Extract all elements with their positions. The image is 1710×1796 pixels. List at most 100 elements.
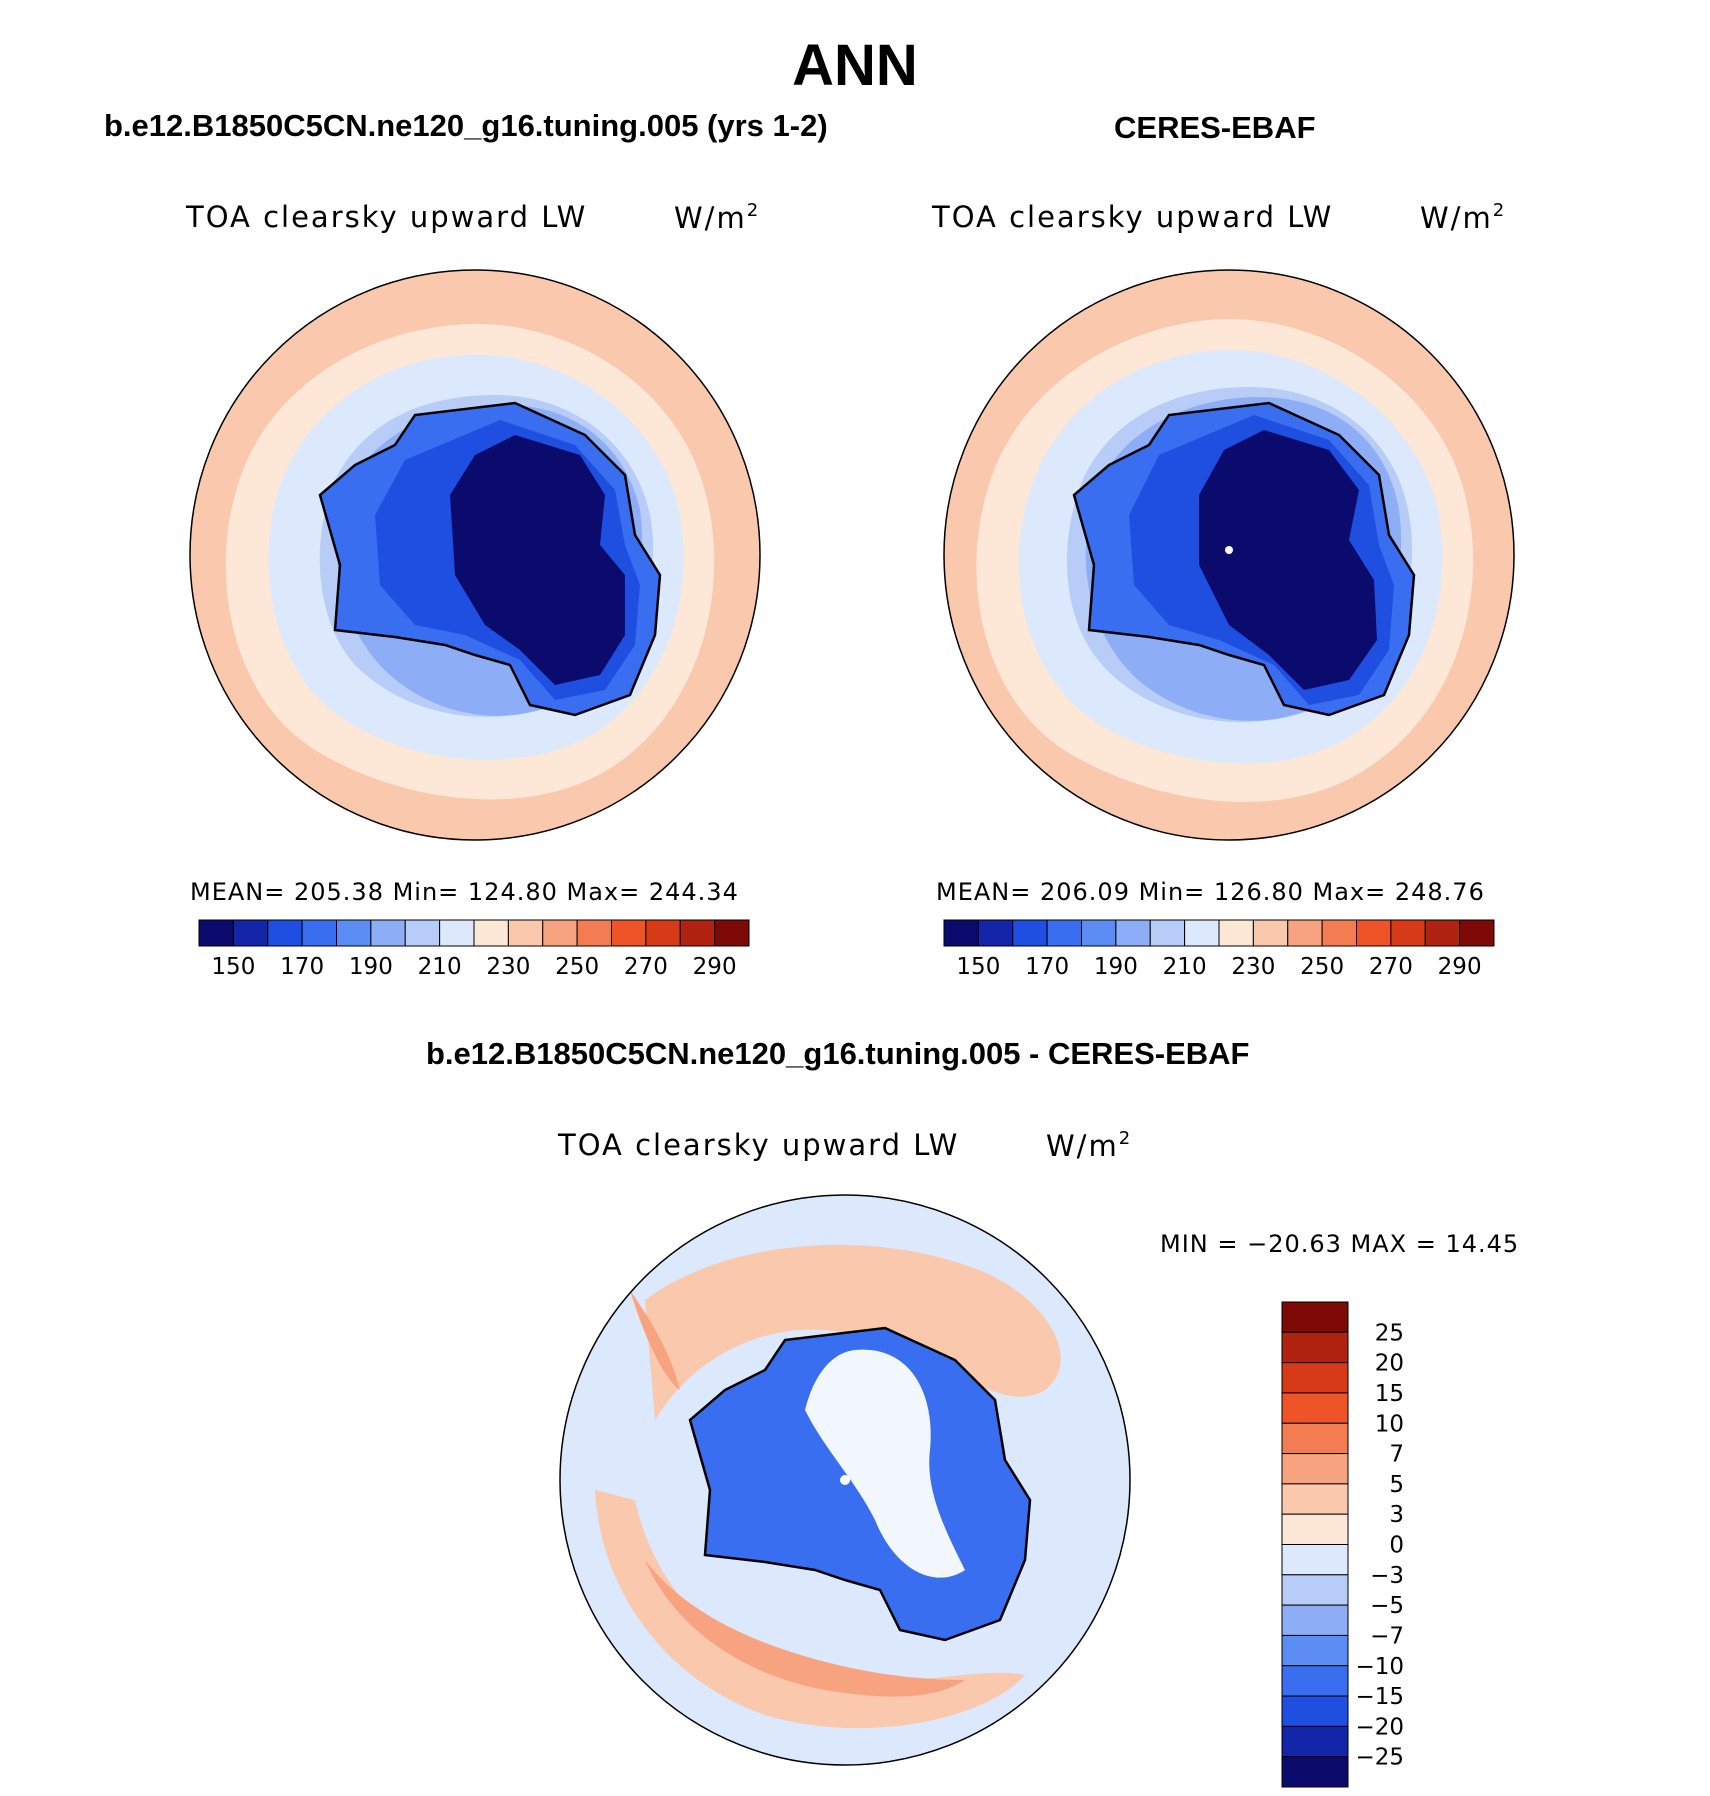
plateau-core: [450, 435, 625, 685]
panel2-colorbar-box: [1356, 919, 1392, 947]
panel1-colorbar-box: [404, 919, 441, 947]
panel2-variable: TOA clearsky upward LW: [932, 200, 1334, 234]
panel1-colorbar-box: [198, 919, 234, 947]
panel2-colorbar-tick-label: 210: [1163, 954, 1207, 980]
panel1-colorbar-box: [542, 919, 578, 947]
panel1-colorbar-box: [370, 919, 406, 947]
panel2-units: W/m2: [1420, 200, 1507, 235]
panel2-colorbar-box: [1390, 919, 1426, 947]
pole-marker: [1225, 546, 1233, 554]
diff-colorbar-tick-label: 25: [1375, 1320, 1404, 1346]
panel1-stats: MEAN= 205.38 Min= 124.80 Max= 244.34: [190, 878, 739, 906]
diff-colorbar: 25 20 15 10 7 5 3 0 −3 −5 −7 −10 −15 −20 −25: [1281, 1301, 1404, 1788]
diff-colorbar-tick-label: −20: [1355, 1714, 1404, 1740]
panel1-colorbar-box: [473, 919, 509, 947]
panel1-colorbar-box: [232, 919, 269, 947]
diff-hot-south: [645, 1560, 965, 1697]
diff-colorbar-box: [1281, 1604, 1349, 1636]
diff-colorbar-box: [1281, 1756, 1349, 1788]
panel2-colorbar-tick-label: 150: [956, 954, 1000, 980]
panel1-colorbar-tick-label: 170: [280, 954, 324, 980]
panel2-colorbar-box: [1321, 919, 1357, 947]
panel1-colorbar-box: [611, 919, 647, 947]
panel1-colorbar-tick-label: 190: [349, 954, 393, 980]
diff-colorbar-tick-label: 10: [1375, 1411, 1404, 1437]
panel1-colorbar-box: [576, 919, 612, 947]
panel2-colorbar-box: [1184, 919, 1220, 947]
map-boundary: [559, 1194, 1131, 1766]
diff-stats: MIN = −20.63 MAX = 14.45: [1160, 1230, 1520, 1258]
panel2-colorbar-box: [1459, 919, 1495, 947]
diff-colorbar-box: [1281, 1695, 1349, 1727]
figure-title: ANN: [792, 33, 918, 98]
panel2-colorbar-box: [1252, 919, 1289, 947]
panel2-colorbar-box: [1012, 919, 1048, 947]
diff-colorbar-box: [1281, 1574, 1349, 1606]
diff-colorbar-box: [1281, 1634, 1349, 1667]
panel2-colorbar-box: [1081, 919, 1117, 947]
diff-colorbar-box: [1281, 1544, 1349, 1576]
panel2-colorbar-box: [1218, 919, 1254, 947]
panel2-colorbar-box: [1046, 919, 1082, 947]
diff-colorbar-tick-label: 5: [1389, 1472, 1404, 1498]
panel1-colorbar-tick-label: 290: [693, 954, 737, 980]
pole-marker: [840, 1475, 850, 1485]
diff-colorbar-tick-label: −7: [1370, 1623, 1404, 1649]
panel2-colorbar-box: [943, 919, 979, 947]
diff-colorbar-tick-label: −3: [1370, 1563, 1404, 1589]
panel2-colorbar-box: [977, 919, 1014, 947]
panel1-colorbar-box: [336, 919, 372, 947]
panel2-colorbar-box: [1287, 919, 1323, 947]
plateau-core: [1199, 430, 1377, 690]
panel2-case-title: CERES-EBAF: [1114, 110, 1316, 145]
panel1-colorbar-tick-label: 150: [211, 954, 255, 980]
panel1-colorbar-box: [507, 919, 544, 947]
diff-polar-map: [559, 1194, 1131, 1766]
diff-colorbar-tick-label: −5: [1370, 1593, 1404, 1619]
panel2-polar-map: [943, 269, 1515, 841]
panel2-colorbar-tick-label: 170: [1025, 954, 1069, 980]
panel1-colorbar: 150 170 190 210 230 250 270 290: [198, 919, 750, 980]
panel2-stats: MEAN= 206.09 Min= 126.80 Max= 248.76: [936, 878, 1485, 906]
diff-colorbar-box: [1281, 1301, 1349, 1333]
panel1-colorbar-box: [679, 919, 716, 947]
panel2-colorbar-box: [1149, 919, 1186, 947]
panel2-colorbar-tick-label: 190: [1094, 954, 1138, 980]
diff-colorbar-tick-label: 7: [1389, 1442, 1404, 1468]
panel1-colorbar-box: [267, 919, 303, 947]
diff-units: W/m2: [1046, 1128, 1133, 1163]
panel2-colorbar-box: [1115, 919, 1151, 947]
diff-colorbar-box: [1281, 1725, 1349, 1758]
diff-colorbar-tick-label: −25: [1355, 1745, 1404, 1771]
panel1-colorbar-box: [714, 919, 750, 947]
panel1-colorbar-box: [645, 919, 681, 947]
diff-case-title: b.e12.B1850C5CN.ne120_g16.tuning.005 - C…: [426, 1036, 1250, 1071]
diff-warm-south: [595, 1490, 1025, 1729]
diff-variable: TOA clearsky upward LW: [558, 1128, 960, 1162]
panel2-colorbar-tick-label: 270: [1369, 954, 1413, 980]
map-boundary: [189, 269, 761, 841]
diff-colorbar-tick-label: 20: [1375, 1351, 1404, 1377]
panel1-colorbar-tick-label: 230: [486, 954, 530, 980]
panel1-colorbar-box: [439, 919, 475, 947]
diff-hot-west: [630, 1290, 680, 1390]
diff-colorbar-tick-label: 3: [1389, 1502, 1404, 1528]
panel2-colorbar-tick-label: 230: [1231, 954, 1275, 980]
panel2-colorbar-box: [1424, 919, 1461, 947]
panel1-colorbar-tick-label: 270: [624, 954, 668, 980]
diff-colorbar-box: [1281, 1362, 1349, 1394]
panel1-colorbar-box: [301, 919, 337, 947]
diff-colorbar-tick-label: 15: [1375, 1381, 1404, 1407]
diff-colorbar-box: [1281, 1422, 1349, 1455]
panel1-polar-map: [189, 269, 761, 841]
diff-colorbar-box: [1281, 1483, 1349, 1515]
panel1-colorbar-tick-label: 250: [555, 954, 599, 980]
diff-colorbar-tick-label: 0: [1389, 1533, 1404, 1559]
panel1-units: W/m2: [674, 200, 761, 235]
panel2-colorbar-tick-label: 250: [1300, 954, 1344, 980]
diff-colorbar-box: [1281, 1331, 1349, 1364]
panel1-case-title: b.e12.B1850C5CN.ne120_g16.tuning.005 (yr…: [104, 108, 828, 143]
diff-colorbar-tick-label: −10: [1355, 1654, 1404, 1680]
diff-colorbar-box: [1281, 1453, 1349, 1485]
map-boundary: [943, 269, 1515, 841]
